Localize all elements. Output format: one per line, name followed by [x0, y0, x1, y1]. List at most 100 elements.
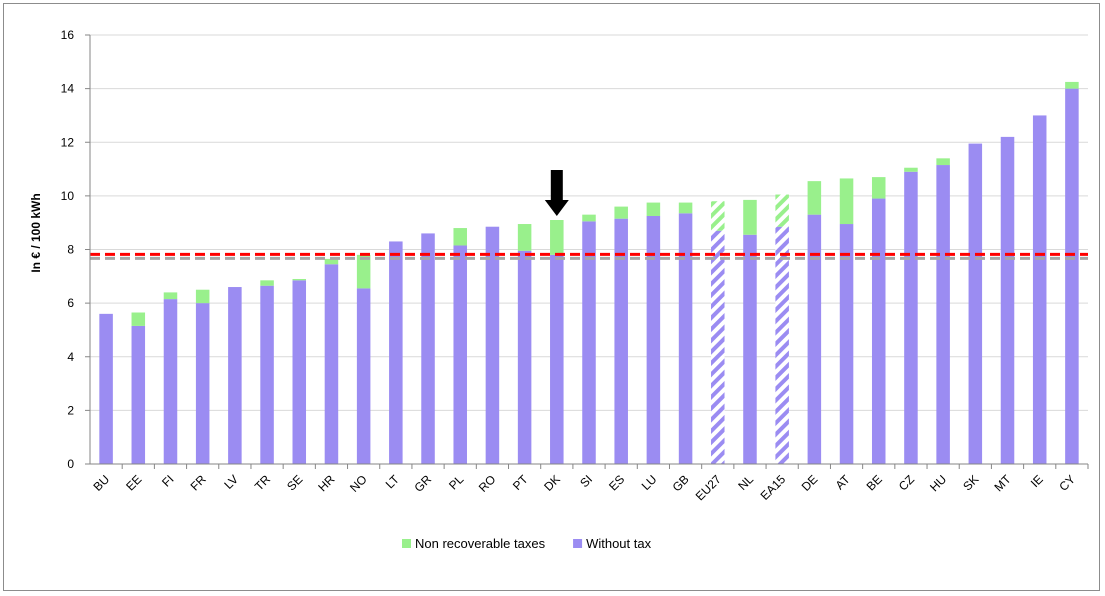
bar-taxes-dk — [550, 220, 564, 255]
bar-taxes-ee — [131, 312, 146, 326]
x-tick-label: SK — [960, 472, 981, 493]
bar-taxes-hr — [324, 258, 339, 265]
x-tick-label: NO — [347, 472, 370, 495]
legend: Non recoverable taxes Without tax — [402, 536, 652, 551]
legend-swatch — [573, 539, 583, 548]
x-tick-label: PT — [510, 472, 531, 493]
x-tick-label: BU — [91, 472, 113, 494]
y-tick-label: 0 — [67, 457, 74, 471]
bar-taxes-de — [807, 181, 822, 215]
bar-taxes-se — [292, 278, 307, 281]
bar-without-tax-ea15 — [775, 226, 789, 464]
y-tick-label: 16 — [61, 28, 75, 42]
bar-taxes-pl — [453, 228, 467, 246]
bar-taxes-be — [871, 177, 886, 199]
y-tick-label: 8 — [67, 243, 74, 257]
legend-swatch — [402, 539, 411, 548]
bar-taxes-cy — [1065, 81, 1079, 89]
bar-without-tax-hu — [936, 165, 950, 464]
bar-without-tax-be — [871, 198, 886, 464]
x-tick-label: RO — [476, 472, 499, 495]
bar-without-tax-hr — [324, 264, 339, 464]
highlight-arrow-icon — [544, 170, 569, 217]
arrow-shaft — [550, 170, 563, 201]
y-tick-label: 4 — [67, 350, 74, 364]
bar-without-tax-tr — [260, 285, 274, 464]
x-tick-label: AT — [833, 472, 854, 493]
bar-taxes-si — [582, 214, 596, 222]
bar-without-tax-se — [292, 280, 307, 464]
x-tick-label: TR — [252, 472, 273, 493]
x-tick-label: IE — [1028, 472, 1046, 490]
x-tick-label: DE — [799, 472, 821, 494]
y-tick-label: 6 — [67, 296, 74, 310]
bar-without-tax-nl — [743, 234, 757, 464]
bar-without-tax-fi — [163, 299, 178, 464]
x-tick-label: EE — [123, 472, 144, 493]
bar-without-tax-gb — [678, 213, 693, 464]
x-tick-label: EU27 — [693, 472, 724, 503]
x-tick-label: GB — [670, 472, 692, 494]
x-tick-label: HU — [927, 472, 949, 494]
bar-taxes-pt — [517, 224, 532, 251]
bar-without-tax-gr — [421, 233, 435, 464]
reference-line — [90, 252, 1088, 260]
x-tick-label: LV — [221, 472, 241, 492]
y-tick-label: 10 — [61, 189, 75, 203]
axes — [85, 34, 1089, 469]
bar-without-tax-de — [807, 214, 822, 464]
chart-frame: 0 2 4 6 8 10 12 14 16 BU EE FI FR LV TR SE HR NO LT GR PL RO P… — [3, 3, 1100, 591]
bar-without-tax-pt — [517, 250, 532, 464]
x-tick-label: LU — [639, 472, 660, 493]
bar-taxes-hu — [936, 158, 950, 166]
legend-label: Without tax — [586, 536, 652, 551]
bar-taxes-cz — [904, 167, 918, 172]
bar-without-tax-ie — [1032, 115, 1047, 464]
x-tick-label: SE — [284, 472, 305, 493]
stacked-bar-chart: 0 2 4 6 8 10 12 14 16 BU EE FI FR LV TR SE HR NO LT GR PL RO P… — [29, 28, 1089, 551]
bar-taxes-no — [356, 254, 371, 289]
bar-without-tax-pl — [453, 245, 467, 464]
bar-without-tax-at — [839, 224, 854, 464]
bar-without-tax-eu27 — [711, 230, 725, 464]
x-tick-label: MT — [991, 472, 1014, 495]
bar-taxes-es — [614, 206, 628, 219]
bar-without-tax-lv — [228, 287, 242, 464]
x-tick-label: GR — [412, 472, 435, 495]
bar-without-tax-bu — [99, 313, 113, 464]
bar-without-tax-si — [582, 221, 596, 464]
bar-without-tax-dk — [550, 254, 564, 464]
bar-without-tax-sk — [968, 143, 983, 464]
bar-taxes-tr — [260, 280, 274, 286]
bar-without-tax-no — [356, 288, 371, 464]
bar-taxes-at — [839, 178, 854, 225]
x-tick-label: PL — [446, 472, 467, 493]
bar-taxes-gb — [678, 202, 693, 214]
bar-without-tax-ee — [131, 325, 146, 464]
x-tick-label: EA15 — [758, 472, 789, 503]
bar-taxes-fi — [163, 292, 178, 300]
bar-without-tax-mt — [1000, 136, 1015, 464]
arrow-head — [544, 200, 569, 217]
bar-taxes-eu27 — [711, 201, 725, 231]
bar-taxes-lu — [646, 202, 661, 216]
y-tick-label: 2 — [67, 403, 74, 417]
x-tick-label: NL — [735, 472, 756, 493]
x-tick-label: DK — [541, 472, 563, 494]
bar-taxes-fr — [195, 289, 210, 304]
y-tick-label: 12 — [61, 135, 75, 149]
bar-without-tax-cz — [904, 171, 918, 464]
bar-without-tax-es — [614, 218, 628, 464]
legend-label: Non recoverable taxes — [415, 536, 546, 551]
x-tick-label: FI — [159, 472, 176, 489]
bar-taxes-ea15 — [775, 194, 789, 227]
y-tick-label: 14 — [61, 82, 75, 96]
bar-without-tax-fr — [195, 303, 210, 464]
y-axis-label: In € / 100 kWh — [29, 193, 43, 272]
x-tick-label: CZ — [896, 472, 917, 493]
x-tick-label: ES — [606, 472, 627, 493]
bars — [99, 81, 1079, 464]
bar-without-tax-lu — [646, 215, 661, 464]
x-tick-label: SI — [577, 472, 595, 490]
bar-without-tax-cy — [1065, 88, 1079, 464]
